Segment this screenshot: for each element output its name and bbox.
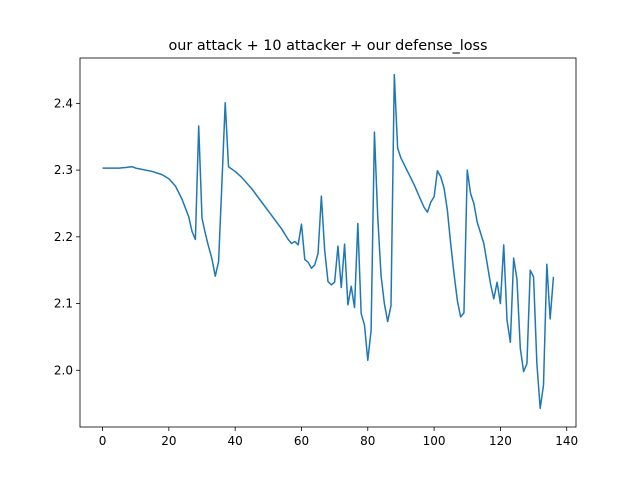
x-tick-label: 120 <box>489 434 512 448</box>
y-tick-label: 2.4 <box>54 96 73 110</box>
x-tick-label: 140 <box>555 434 578 448</box>
x-tick-label: 60 <box>294 434 309 448</box>
x-tick-label: 100 <box>423 434 446 448</box>
data-line <box>102 73 555 410</box>
chart-title: our attack + 10 attacker + our defense_l… <box>168 38 487 54</box>
x-tick-label: 80 <box>360 434 375 448</box>
x-tick-label: 20 <box>161 434 176 448</box>
y-tick-label: 2.0 <box>54 363 73 377</box>
y-tick-label: 2.1 <box>54 297 73 311</box>
x-tick-label: 0 <box>99 434 107 448</box>
y-tick-label: 2.2 <box>54 230 73 244</box>
plot-frame <box>79 57 577 428</box>
x-tick-label: 40 <box>228 434 243 448</box>
y-tick-label: 2.3 <box>54 163 73 177</box>
